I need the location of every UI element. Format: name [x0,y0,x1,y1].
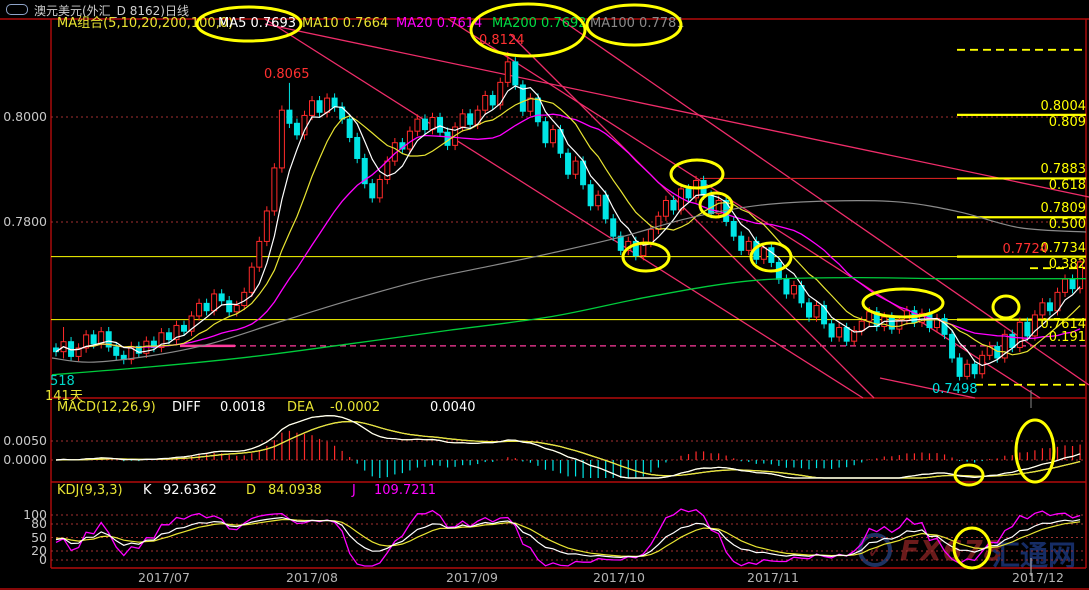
macd-indicator-value: 0.0018 [220,400,266,415]
kdj-indicator-value: 84.0938 [268,483,322,498]
kdj-indicator-value: D [246,483,257,498]
kdj-axis-label: 80 [31,516,47,531]
price-annotation: 0.8124 [479,33,525,48]
fib-percent-label: 0.382 [1048,256,1086,272]
title-bar: 澳元美元(外汇_D 8162)日线 [0,0,1089,18]
kdj-indicator-value: KDJ(9,3,3) [57,483,123,498]
fib-price-label: 0.7809 [1040,201,1087,217]
fib-percent-label: 0.191 [1048,329,1086,345]
kdj-indicator-value: J [352,483,356,498]
fib-price-label: 0.8004 [1040,98,1087,114]
ma-indicator-value: MA10 0.7664 [302,16,389,31]
date-axis-label: 2017/07 [138,570,190,585]
macd-axis-label: 0.0000 [3,452,47,467]
macd-indicator-value: DIFF [172,400,201,415]
kdj-indicator-value: 92.6362 [163,483,217,498]
kdj-axis-label: 0 [39,552,47,567]
fib-percent-label: 0.500 [1048,217,1086,233]
ma-indicator-value: MA组合(5,10,20,200,100,0) [57,16,234,31]
chart-link-icon [6,3,30,15]
macd-indicator-value: MACD(12,26,9) [57,400,156,415]
date-axis-label: 2017/11 [747,570,799,585]
ma-indicator-value: MA100 0.7781 [590,16,685,31]
price-annotation: 0.7498 [932,382,978,397]
day-count-label: 141天 [45,389,83,404]
bar-count-label: 518 [50,374,75,389]
ma-indicator-value: MA200 0.7692 [492,16,587,31]
date-axis-label: 2017/08 [286,570,338,585]
macd-indicator-value: DEA [287,400,315,415]
price-annotation: 0.8065 [264,67,310,82]
fib-price-label: 0.7734 [1040,240,1087,256]
kdj-axis-label: 20 [31,543,47,558]
ma-indicator-value: MA5 0.7693 [218,16,296,31]
price-annotation: 0.7724 [1002,242,1049,257]
macd-indicator-value: -0.0002 [330,400,381,415]
fib-percent-label: 0.618 [1048,178,1086,194]
date-axis-label: 2017/09 [446,570,498,585]
fib-percent-label: 0.809 [1048,114,1086,130]
price-axis-label: 0.8000 [3,109,47,124]
kdj-axis-label: 100 [23,507,47,522]
fib-price-label: 0.7883 [1040,162,1087,178]
kdj-axis-label: 50 [31,529,47,545]
fib-price-label: 0.7614 [1040,316,1087,332]
date-axis-label: 2017/10 [593,570,645,585]
kdj-indicator-value: 109.7211 [374,483,437,498]
fx678-logo-icon [858,533,892,567]
window-title: 澳元美元(外汇_D 8162)日线 [34,4,189,18]
date-axis-label: 2017/12 [1012,570,1064,585]
macd-axis-label: 0.0050 [3,433,47,448]
ma-indicator-value: MA20 0.7614 [396,16,483,31]
macd-indicator-value: 0.0040 [430,400,476,415]
price-axis-label: 0.7800 [3,214,47,229]
kdj-indicator-value: K [143,483,152,498]
